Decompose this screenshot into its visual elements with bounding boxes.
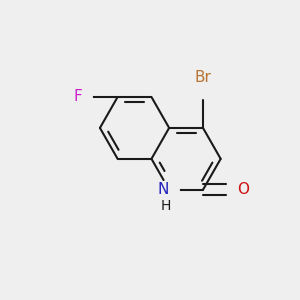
Text: F: F: [74, 89, 82, 104]
Text: N: N: [158, 182, 169, 197]
Text: H: H: [161, 199, 171, 213]
Text: O: O: [237, 182, 249, 197]
Text: Br: Br: [195, 70, 212, 85]
